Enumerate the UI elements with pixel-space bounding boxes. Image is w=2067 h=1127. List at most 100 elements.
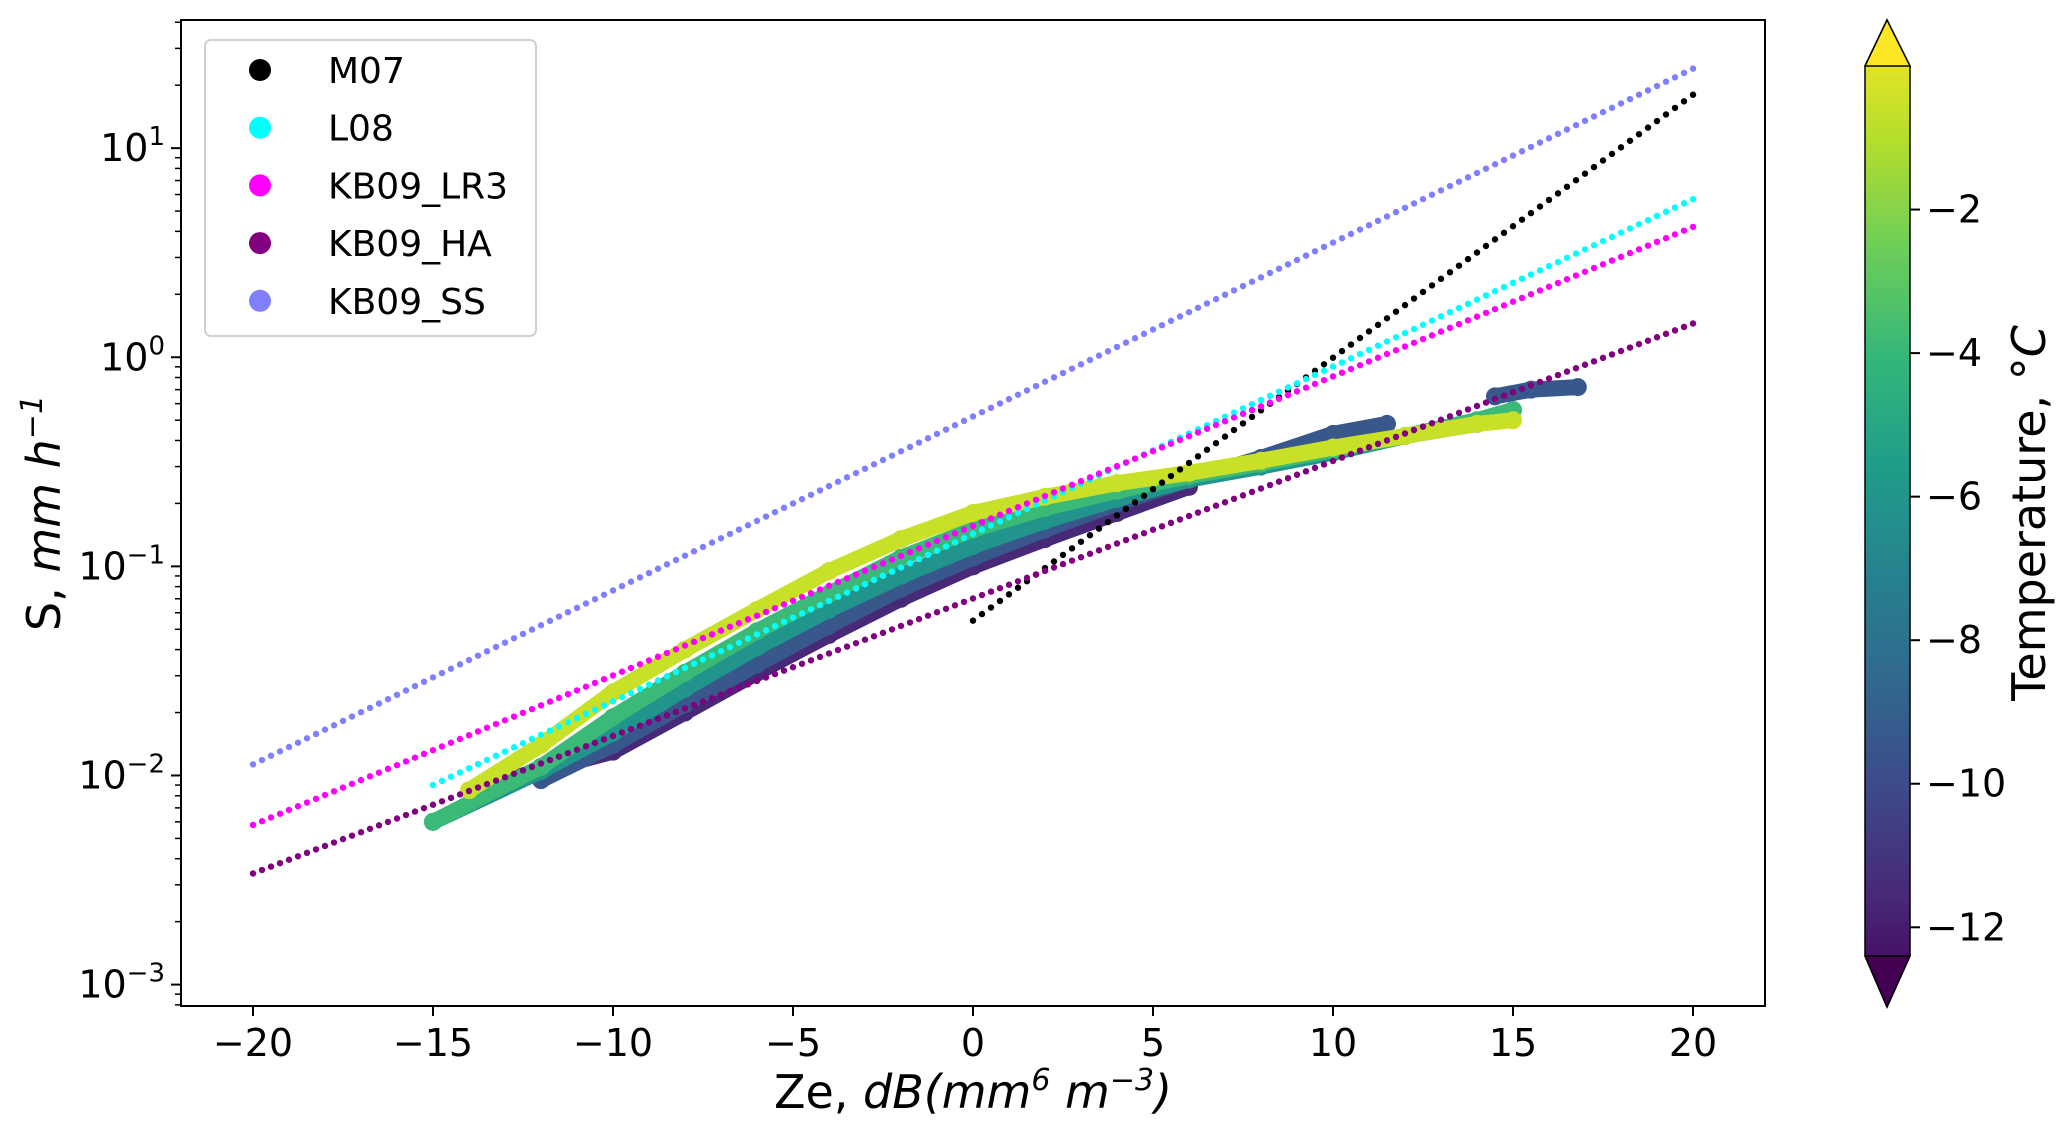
relation-point bbox=[1545, 375, 1553, 382]
relation-point bbox=[402, 811, 410, 819]
observation-point bbox=[964, 537, 982, 556]
relation-point bbox=[1545, 135, 1553, 142]
relation-point bbox=[1005, 395, 1013, 403]
colorbar-body bbox=[1864, 18, 1911, 1009]
relation-point bbox=[546, 727, 554, 734]
observation-point bbox=[820, 562, 838, 581]
relation-point bbox=[1194, 509, 1202, 516]
relation-point bbox=[888, 452, 896, 459]
observation-point bbox=[1324, 424, 1342, 443]
relation-point bbox=[708, 694, 716, 702]
relation-point bbox=[1626, 95, 1634, 103]
relation-point bbox=[1167, 472, 1175, 480]
relation-point bbox=[1563, 368, 1571, 375]
relation-point bbox=[1050, 558, 1058, 565]
relation-point bbox=[1473, 296, 1481, 303]
relation-point bbox=[708, 652, 716, 659]
relation-point bbox=[1554, 279, 1562, 287]
relation-point bbox=[1374, 217, 1382, 225]
relation-point bbox=[1563, 254, 1571, 261]
relation-point bbox=[1437, 313, 1445, 320]
relation-point bbox=[618, 582, 626, 590]
colorbar-label: Temperature, °C bbox=[2002, 325, 2056, 702]
relation-point bbox=[870, 461, 878, 468]
relation-point bbox=[330, 839, 338, 846]
relation-point bbox=[1608, 257, 1616, 264]
legend-marker bbox=[249, 59, 271, 81]
relation-point bbox=[1050, 374, 1058, 381]
relation-point bbox=[951, 539, 959, 546]
relation-point bbox=[348, 780, 356, 788]
relation-point bbox=[1023, 500, 1031, 507]
relation-point bbox=[771, 670, 779, 678]
relation-point bbox=[861, 580, 869, 588]
relation-point bbox=[744, 635, 752, 642]
relation-point bbox=[1320, 461, 1328, 468]
relation-m07 bbox=[969, 91, 1697, 624]
relation-point bbox=[1446, 269, 1454, 276]
relation-point bbox=[708, 539, 716, 546]
relation-point bbox=[1590, 264, 1598, 272]
relation-point bbox=[1167, 519, 1175, 527]
relation-point bbox=[834, 593, 842, 600]
relation-point bbox=[1644, 337, 1652, 344]
relation-point bbox=[1257, 274, 1265, 281]
relation-point bbox=[924, 551, 932, 559]
relation-point bbox=[1059, 560, 1067, 568]
relation-point bbox=[1203, 425, 1211, 432]
relation-point bbox=[1329, 363, 1337, 370]
relation-point bbox=[672, 668, 680, 676]
relation-point bbox=[1536, 287, 1544, 294]
relation-point bbox=[1266, 392, 1274, 400]
relation-point bbox=[510, 770, 518, 777]
relation-point bbox=[276, 810, 284, 817]
relation-point bbox=[267, 863, 275, 870]
relation-point bbox=[1536, 203, 1544, 210]
relation-point bbox=[879, 456, 887, 464]
relation-point bbox=[771, 622, 779, 630]
relation-point bbox=[1608, 351, 1616, 358]
x-tick-label: 15 bbox=[1489, 1021, 1537, 1065]
relation-point bbox=[681, 705, 689, 712]
relation-point bbox=[438, 798, 446, 805]
relation-point bbox=[933, 430, 941, 438]
relation-point bbox=[1635, 131, 1643, 138]
relation-point bbox=[1338, 359, 1346, 366]
relation-point bbox=[249, 761, 257, 768]
relation-point bbox=[429, 801, 437, 808]
relation-point bbox=[1095, 470, 1103, 477]
relation-point bbox=[1293, 471, 1301, 478]
relation-point bbox=[1005, 507, 1013, 515]
relation-point bbox=[348, 832, 356, 839]
relation-point bbox=[690, 701, 698, 709]
relation-point bbox=[1194, 304, 1202, 311]
relation-point bbox=[1077, 554, 1085, 561]
colorbar-bottom-extend bbox=[1863, 955, 1912, 1009]
relation-point bbox=[438, 743, 446, 750]
relation-point bbox=[897, 622, 905, 630]
relation-point bbox=[582, 743, 590, 750]
relation-point bbox=[1086, 474, 1094, 481]
relation-point bbox=[1176, 436, 1184, 444]
x-tick-label: −5 bbox=[765, 1021, 821, 1065]
relation-point bbox=[852, 469, 860, 477]
relation-point bbox=[303, 735, 311, 742]
relation-point bbox=[1059, 369, 1067, 377]
relation-point bbox=[879, 560, 887, 567]
observation-point bbox=[820, 600, 838, 619]
relation-point bbox=[1149, 526, 1157, 533]
relation-point bbox=[1680, 227, 1688, 234]
relation-point bbox=[663, 673, 671, 680]
relation-point bbox=[717, 647, 725, 655]
relation-point bbox=[1014, 578, 1022, 585]
relation-point bbox=[1176, 516, 1184, 523]
relation-point bbox=[1032, 496, 1040, 503]
relation-point bbox=[564, 608, 572, 616]
relation-point bbox=[969, 522, 977, 530]
relation-point bbox=[465, 656, 473, 664]
relation-point bbox=[771, 508, 779, 516]
relation-point bbox=[1320, 367, 1328, 374]
relation-point bbox=[375, 769, 383, 776]
relation-point bbox=[1266, 399, 1274, 406]
